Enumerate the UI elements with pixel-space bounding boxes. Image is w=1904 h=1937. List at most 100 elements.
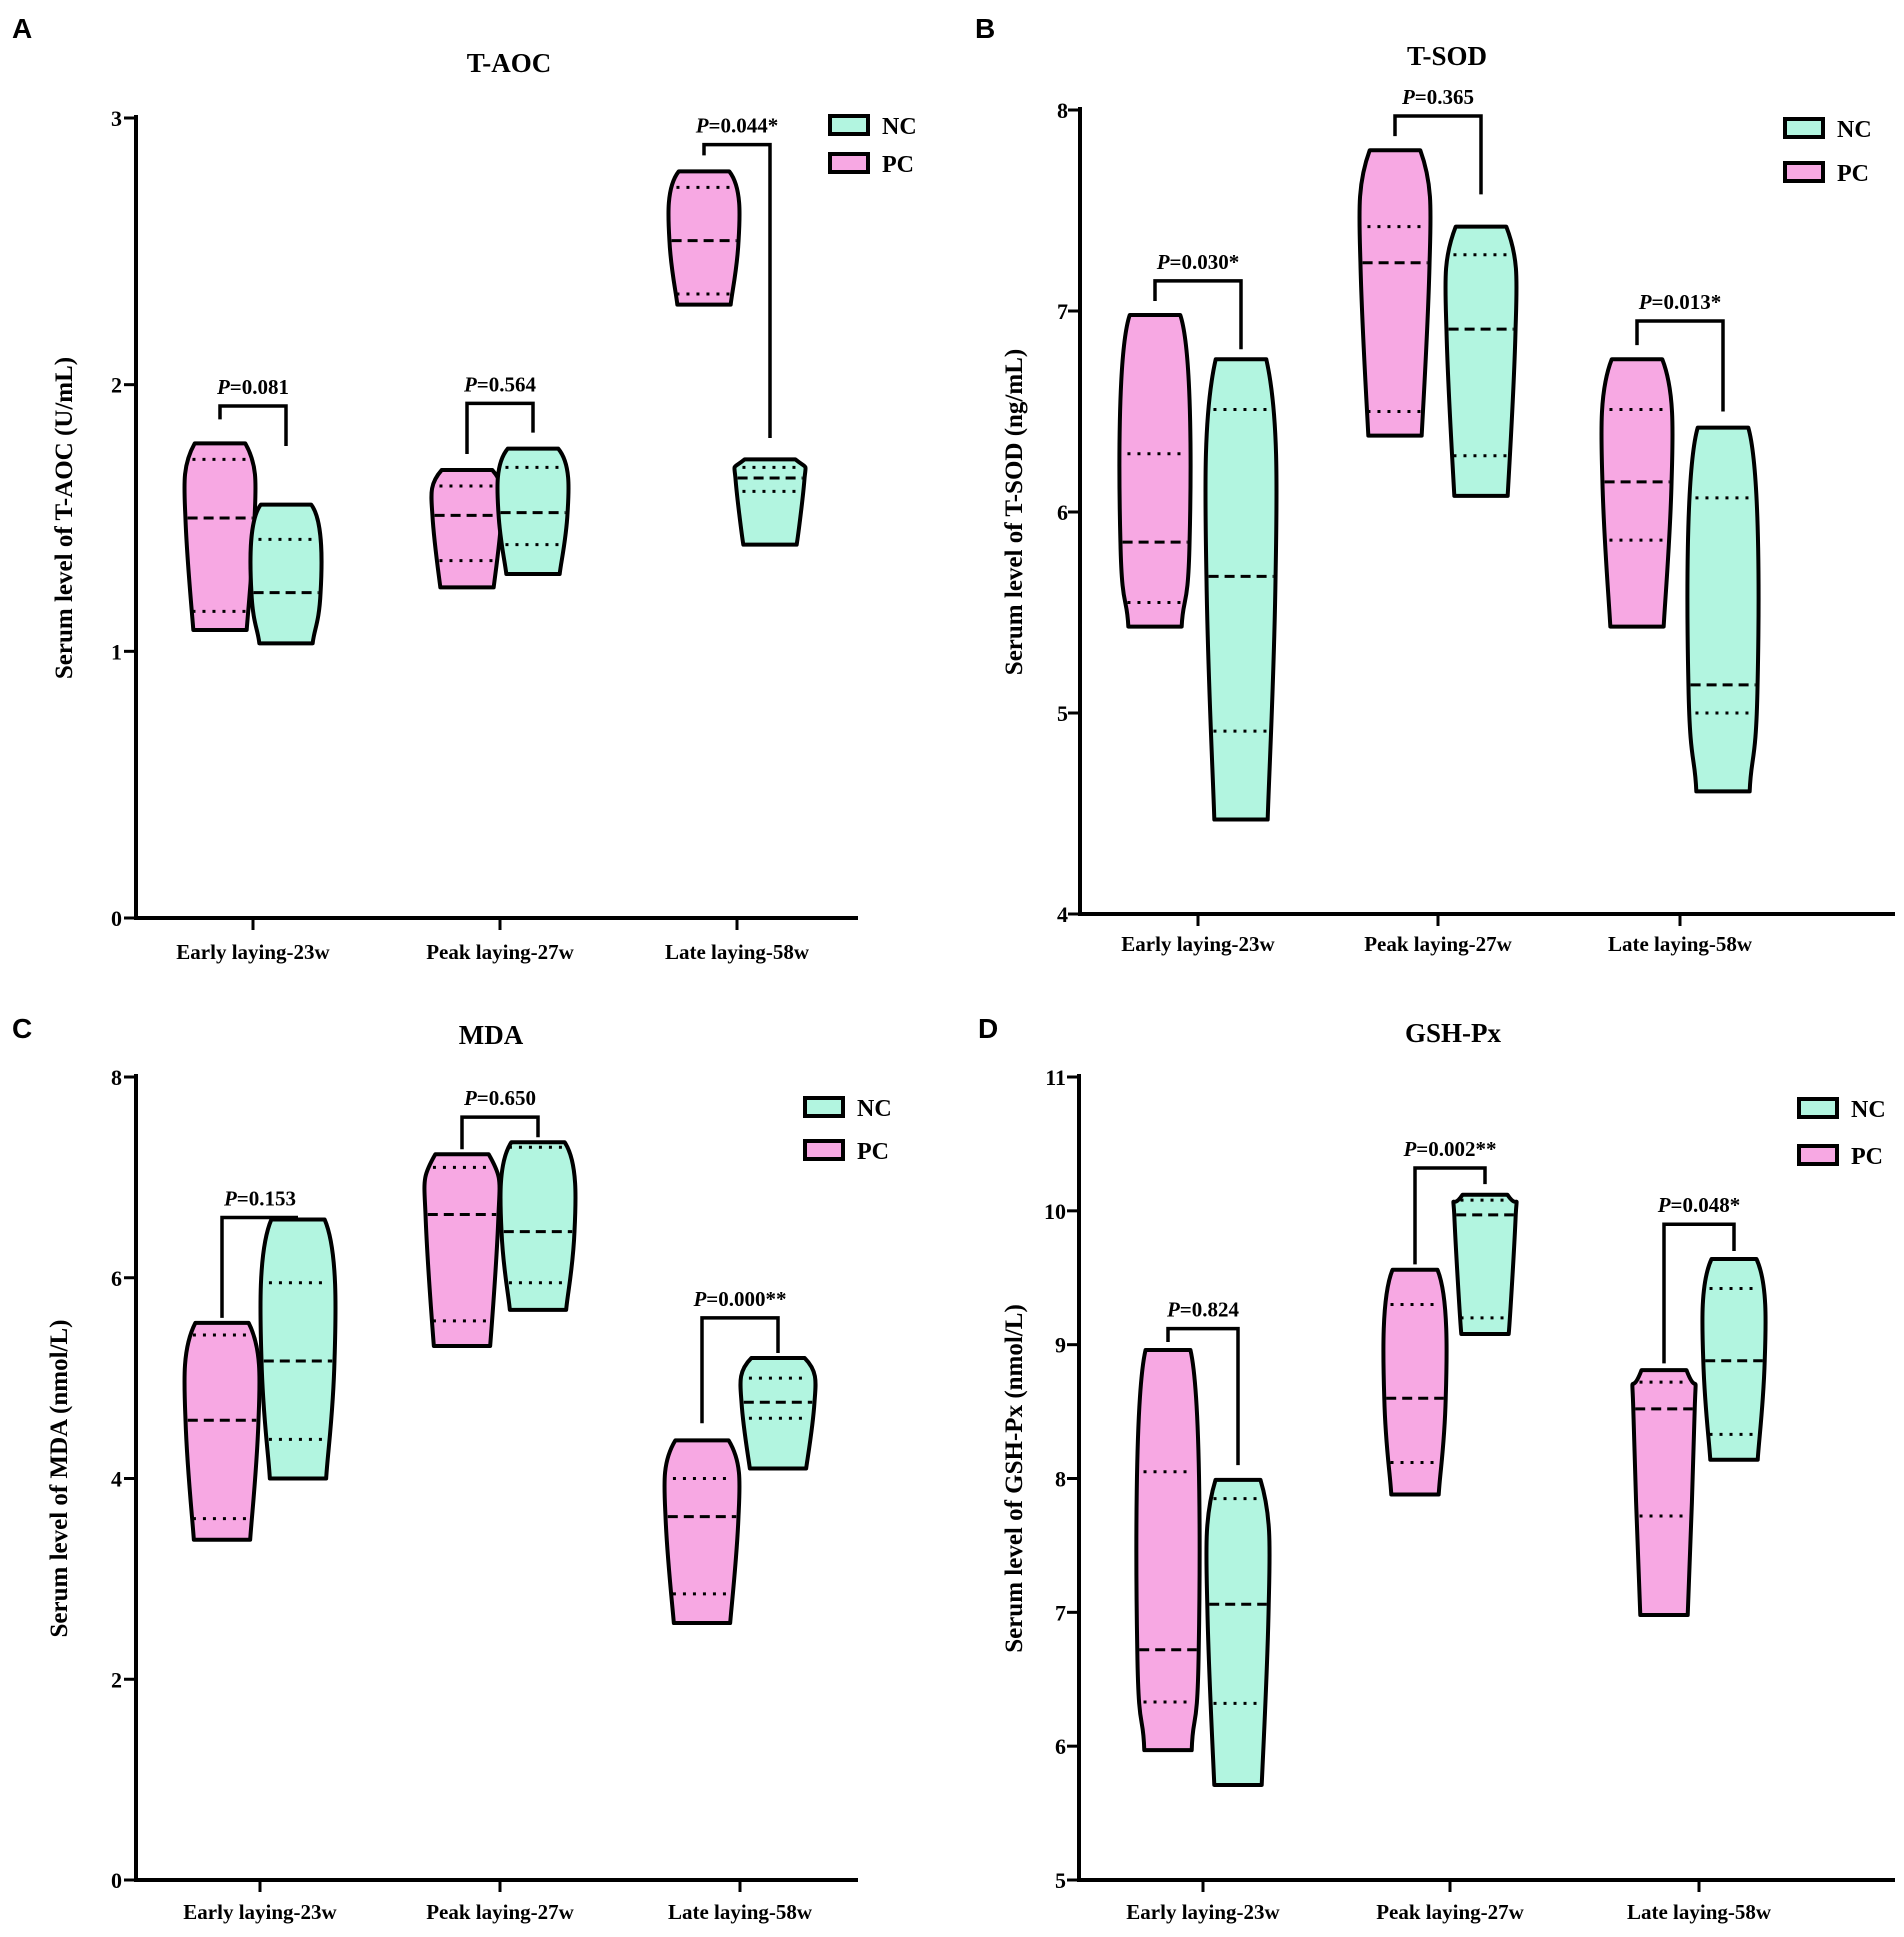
p-value-label: P=0.824	[1166, 1298, 1240, 1322]
violin-body	[1134, 1348, 1202, 1753]
y-axis-title: Serum level of T-AOC (U/mL)	[51, 357, 78, 679]
legend-swatch-pc	[828, 152, 870, 174]
significance-bracket	[220, 1215, 298, 1318]
p-value-label: P=0.044*	[695, 114, 779, 138]
y-tick-label: 8	[1057, 98, 1068, 123]
violin-nc-2	[495, 446, 571, 576]
p-value-label: P=0.153	[223, 1187, 296, 1211]
p-value: =0.564	[477, 372, 537, 396]
p-value: =0.081	[230, 375, 289, 399]
p-symbol: P	[223, 1187, 237, 1211]
significance-bracket	[702, 142, 772, 438]
p-symbol: P	[695, 114, 709, 138]
chart-title: GSH-Px	[1405, 1018, 1502, 1048]
violin-body	[738, 1356, 818, 1471]
legend-swatch-nc	[803, 1096, 845, 1118]
chart-panel-a: A T-AOC Serum level of T-AOC (U/mL) 0 1 2 3 Ear…	[12, 13, 917, 964]
violin-pc-2	[429, 468, 505, 590]
violin-nc-3	[1685, 425, 1761, 794]
violin-body	[498, 1140, 578, 1312]
violin-nc-3	[1700, 1257, 1768, 1462]
violin-body	[1204, 1477, 1272, 1787]
y-axis-title: Serum level of T-SOD (ng/mL)	[1001, 349, 1028, 675]
violin-body	[1630, 1368, 1698, 1618]
p-symbol: P	[1166, 1298, 1180, 1322]
p-value: =0.044*	[709, 114, 779, 138]
violin-nc-2	[498, 1140, 578, 1312]
y-tick-label: 2	[111, 1667, 122, 1692]
p-value: =0.030*	[1170, 250, 1240, 274]
y-tick-label: 8	[111, 1065, 122, 1090]
y-tick-label: 1	[111, 639, 122, 664]
p-value-label: P=0.365	[1401, 85, 1474, 109]
y-tick-label: 2	[111, 373, 122, 398]
legend-label-nc: NC	[857, 1096, 892, 1122]
violin-body	[248, 502, 324, 646]
violin-body	[1357, 148, 1433, 438]
significance-bracket	[1662, 1222, 1736, 1364]
x-tick-label: Peak laying-27w	[1364, 932, 1512, 956]
violin-pc-1	[182, 441, 258, 632]
violin-body	[1599, 357, 1675, 629]
y-tick-label: 6	[1055, 1734, 1066, 1759]
y-tick-label: 7	[1057, 299, 1068, 324]
legend-swatch-nc	[1797, 1097, 1839, 1119]
violin-pc-2	[422, 1152, 502, 1349]
x-tick-label: Late laying-58w	[665, 940, 810, 964]
y-tick-label: 3	[111, 106, 122, 131]
legend-label-nc: NC	[1851, 1097, 1886, 1123]
legend-label-nc: NC	[882, 114, 917, 140]
violin-pc-3	[1599, 357, 1675, 629]
violin-pc-3	[666, 169, 742, 307]
p-value: =0.153	[237, 1187, 296, 1211]
y-tick-label: 11	[1045, 1065, 1066, 1090]
x-tick-label: Early laying-23w	[1126, 1900, 1280, 1924]
p-symbol: P	[463, 372, 477, 396]
significance-bracket	[465, 401, 535, 454]
p-value: =0.013*	[1652, 290, 1722, 314]
y-tick-label: 0	[111, 1868, 122, 1893]
violin-body	[1117, 313, 1193, 629]
panel-letter: D	[978, 1013, 998, 1044]
significance-bracket	[700, 1316, 780, 1424]
violin-nc-1	[258, 1217, 338, 1481]
legend-label-pc: PC	[1837, 161, 1869, 187]
violin-pc-1	[1134, 1348, 1202, 1753]
violin-nc-1	[1203, 357, 1279, 822]
p-value: =0.650	[477, 1086, 536, 1110]
legend-label-pc: PC	[857, 1139, 889, 1165]
legend-swatch-nc	[1783, 117, 1825, 139]
x-tick-label: Peak laying-27w	[426, 940, 574, 964]
violin-body	[182, 1320, 262, 1542]
significance-bracket	[1153, 279, 1243, 350]
violin-body	[1203, 357, 1279, 822]
p-value-label: P=0.650	[463, 1086, 536, 1110]
chart-title: MDA	[459, 1020, 524, 1050]
x-tick-label: Late laying-58w	[1627, 1900, 1772, 1924]
p-symbol: P	[1401, 85, 1415, 109]
violin-body	[429, 468, 505, 590]
violin-body	[1451, 1192, 1519, 1336]
violin-body	[182, 441, 258, 632]
violin-body	[732, 457, 808, 547]
legend: NC PC	[803, 1096, 892, 1165]
violin-pc-3	[662, 1438, 742, 1626]
violin-pc-3	[1630, 1368, 1698, 1618]
p-value-label: P=0.081	[216, 375, 289, 399]
p-symbol: P	[463, 1086, 477, 1110]
violin-nc-3	[732, 457, 808, 547]
p-symbol: P	[1657, 1193, 1671, 1217]
chart-title: T-AOC	[467, 48, 552, 78]
significance-bracket	[1166, 1326, 1240, 1466]
y-tick-label: 5	[1057, 701, 1068, 726]
legend-swatch-pc	[1783, 161, 1825, 183]
chart-panel-c: C MDA Serum level of MDA (nmol/L) 0 2 4 6 8 Earl…	[12, 1013, 892, 1924]
y-tick-label: 0	[111, 906, 122, 931]
p-value-label: P=0.013*	[1638, 290, 1722, 314]
legend: NC PC	[1783, 117, 1872, 187]
x-tick-label: Early laying-23w	[1121, 932, 1275, 956]
panel-letter: A	[12, 13, 32, 44]
y-tick-label: 4	[111, 1467, 122, 1492]
legend-swatch-pc	[1797, 1144, 1839, 1166]
